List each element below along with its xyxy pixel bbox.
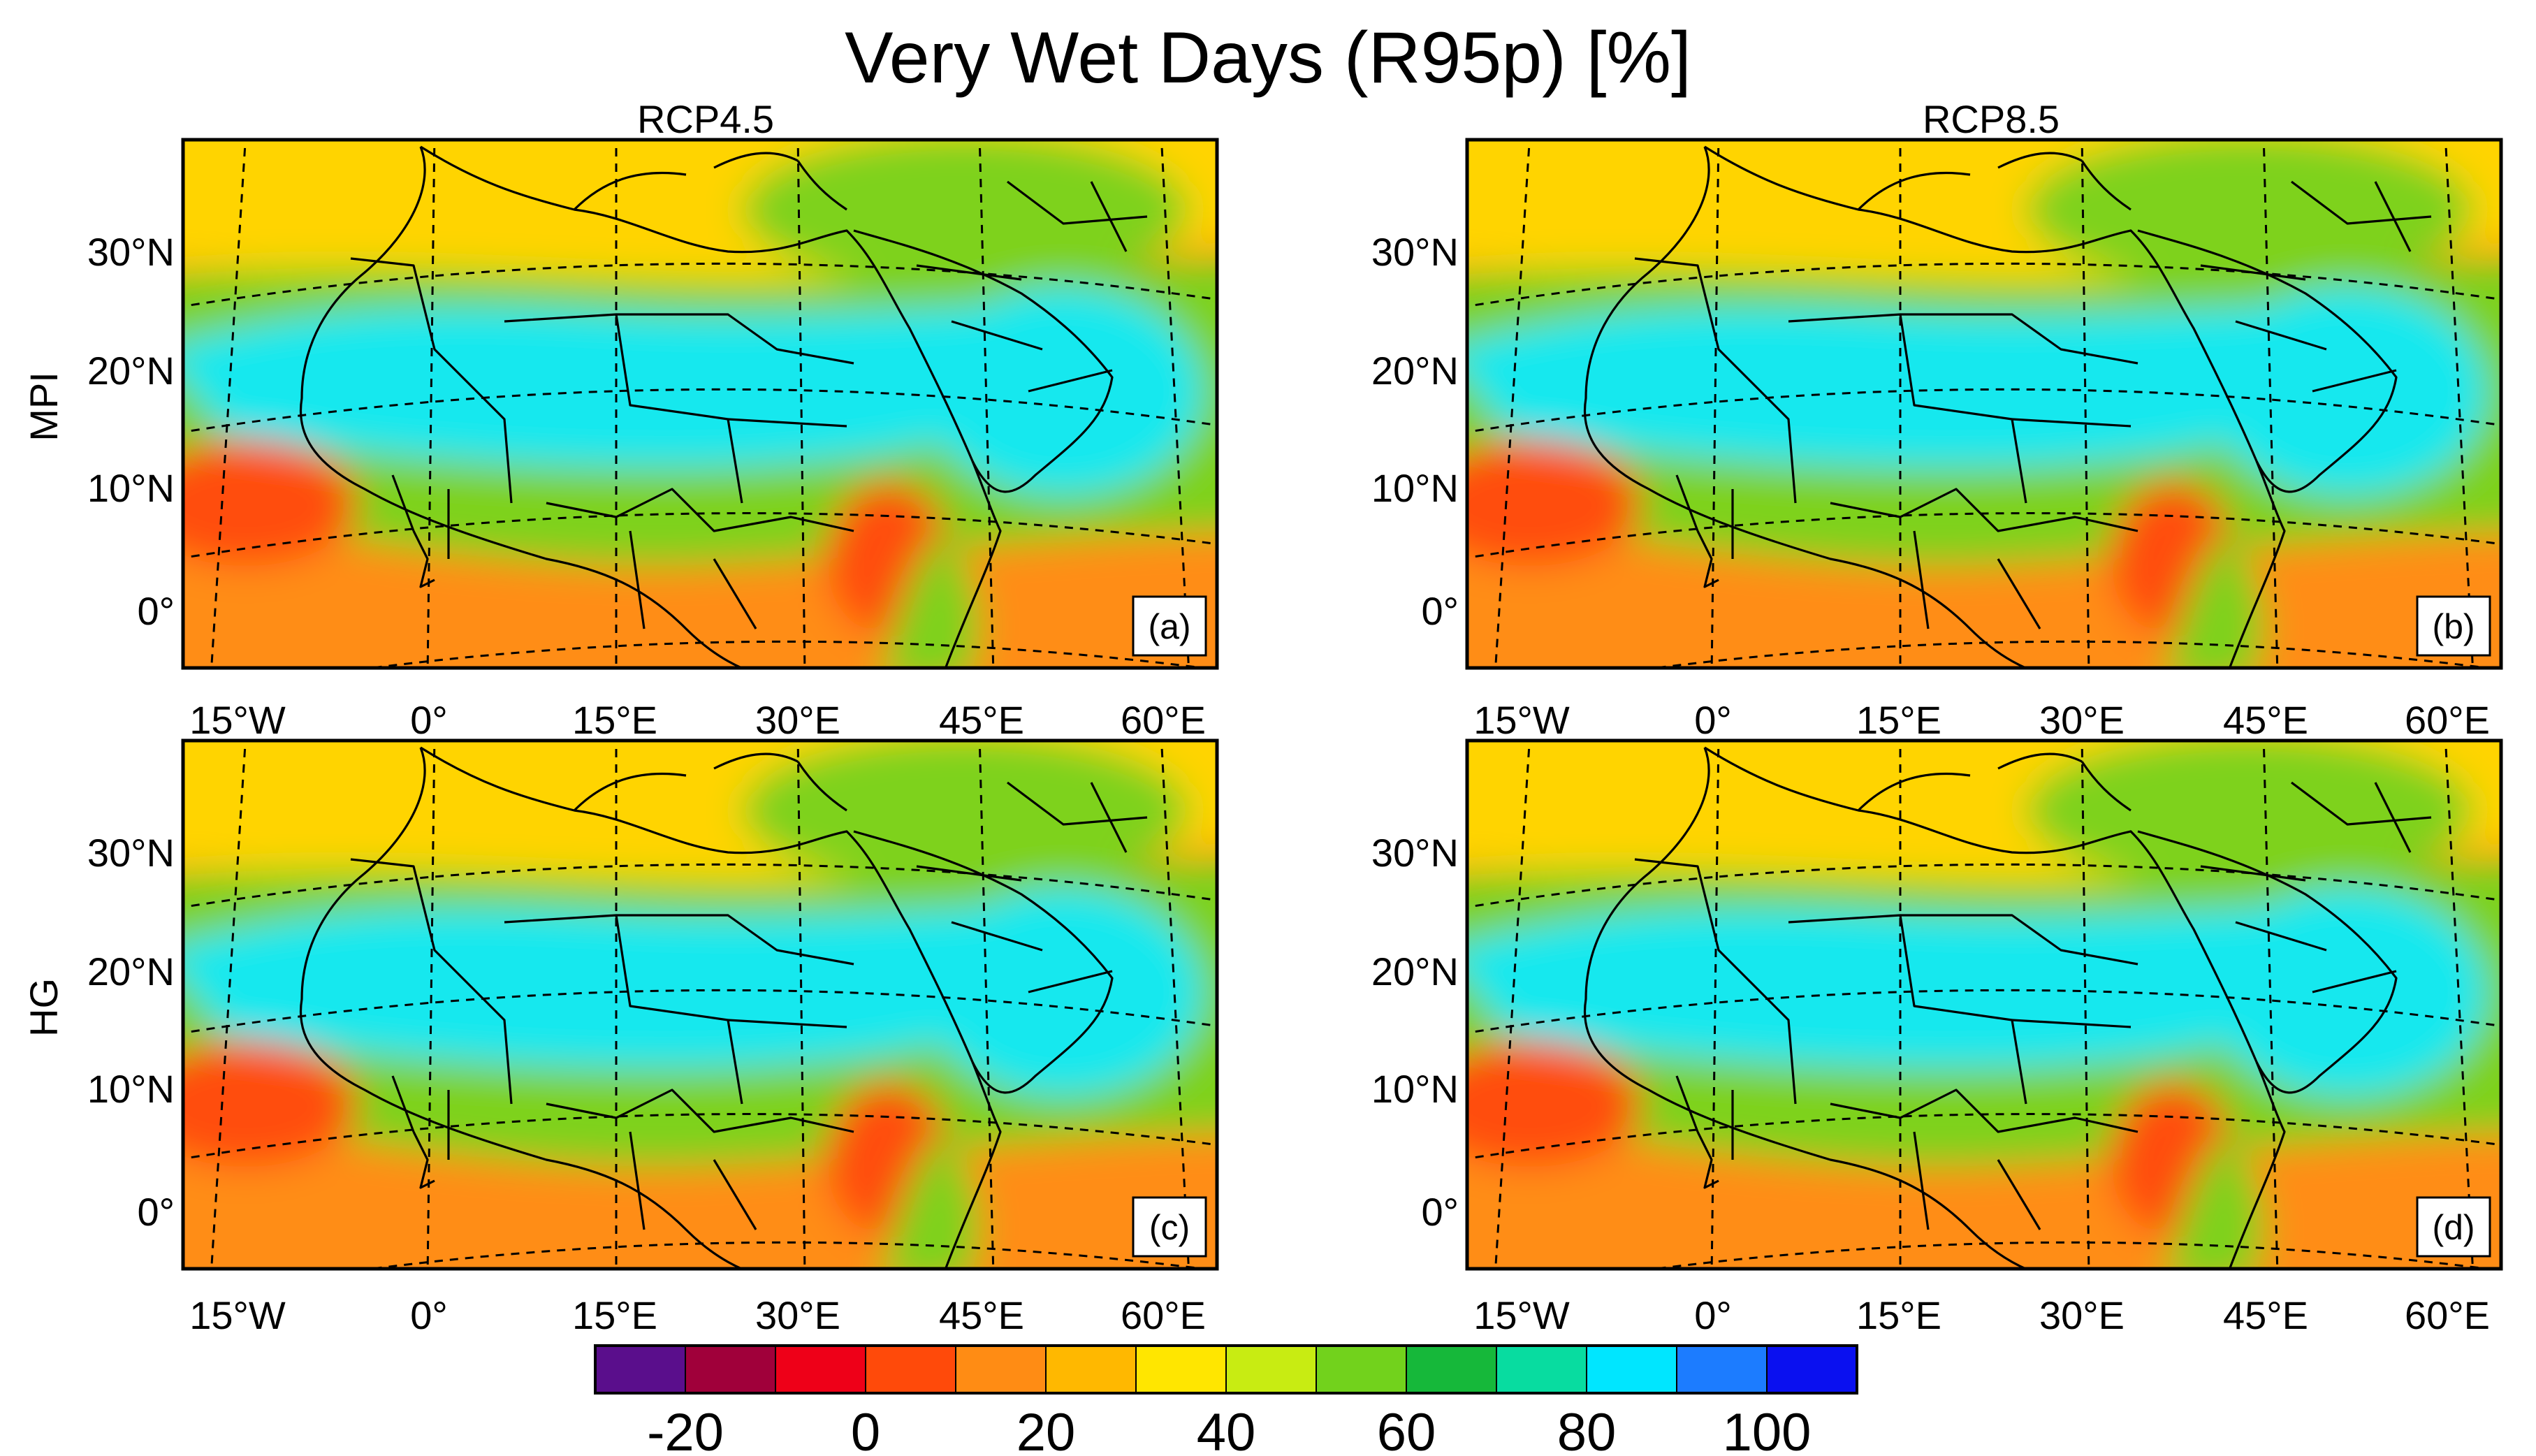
colorbar-swatch xyxy=(1045,1345,1137,1394)
lat-label: 10°N xyxy=(1371,466,1459,510)
lon-label: 45°E xyxy=(2223,1293,2308,1337)
lon-label: 60°E xyxy=(1121,698,1206,742)
map-panel-c: (c) xyxy=(127,685,1273,1334)
lon-label: 15°E xyxy=(1856,1293,1941,1337)
lat-labels-panel-c: 30°N 20°N 10°N 0° xyxy=(87,831,175,1234)
colorbar-swatch xyxy=(1225,1345,1318,1394)
lat-label: 20°N xyxy=(87,349,175,393)
colorbar-swatch xyxy=(1406,1345,1498,1394)
lon-label: 60°E xyxy=(1121,1293,1206,1337)
colorbar-swatch xyxy=(1135,1345,1227,1394)
panel-label-b: (b) xyxy=(2432,607,2475,646)
colorbar-swatch xyxy=(865,1345,957,1394)
lat-label: 30°N xyxy=(1371,831,1459,875)
colorbar-tick-label: 60 xyxy=(1377,1403,1436,1456)
lon-labels-panel-c: 15°W 0° 15°E 30°E 45°E 60°E xyxy=(189,1293,1206,1337)
colorbar-swatch xyxy=(685,1345,777,1394)
lon-label: 15°W xyxy=(1473,698,1570,742)
lat-label: 10°N xyxy=(1371,1067,1459,1111)
lon-label: 15°E xyxy=(572,698,657,742)
lat-labels-panel-b: 30°N 20°N 10°N 0° xyxy=(1371,230,1459,633)
colorbar-tick-label: 0 xyxy=(851,1403,880,1456)
map-panel-d: (d) xyxy=(1411,685,2536,1334)
colorbar-swatch xyxy=(955,1345,1047,1394)
lon-label: 0° xyxy=(1694,698,1732,742)
lat-labels-panel-a: 30°N 20°N 10°N 0° xyxy=(87,230,175,633)
lon-label: 30°E xyxy=(755,1293,840,1337)
colorbar-tick-label: 80 xyxy=(1557,1403,1617,1456)
lon-labels-panel-a: 15°W 0° 15°E 30°E 45°E 60°E xyxy=(189,698,1206,742)
colorbar-swatch xyxy=(1676,1345,1768,1394)
lon-label: 0° xyxy=(1694,1293,1732,1337)
lon-label: 30°E xyxy=(755,698,840,742)
lat-label: 0° xyxy=(1421,589,1459,633)
lat-label: 10°N xyxy=(87,1067,175,1111)
colorbar-swatch xyxy=(1316,1345,1408,1394)
lon-labels-panel-d: 15°W 0° 15°E 30°E 45°E 60°E xyxy=(1473,1293,2490,1337)
lon-label: 30°E xyxy=(2039,698,2125,742)
map-panel-a: (a) xyxy=(127,84,1273,734)
colorbar-swatch xyxy=(1496,1345,1588,1394)
figure-title: Very Wet Days (R95p) [%] xyxy=(845,17,1691,99)
lat-label: 10°N xyxy=(87,466,175,510)
lon-label: 30°E xyxy=(2039,1293,2125,1337)
panel-label-d: (d) xyxy=(2432,1208,2475,1247)
colorbar-swatch xyxy=(775,1345,867,1394)
colorbar-tick-label: 20 xyxy=(1016,1403,1076,1456)
map-panel-b: (b) xyxy=(1411,84,2536,734)
row-label-hg: HG xyxy=(22,978,66,1037)
row-label-mpi: MPI xyxy=(22,372,66,442)
colorbar-swatch xyxy=(1766,1345,1858,1394)
lon-label: 15°W xyxy=(189,698,286,742)
colorbar-swatch xyxy=(595,1345,687,1394)
lon-label: 45°E xyxy=(939,698,1024,742)
lon-label: 0° xyxy=(410,698,448,742)
lat-label: 0° xyxy=(1421,1190,1459,1234)
colorbar-tick-label: -20 xyxy=(647,1403,724,1456)
lat-label: 20°N xyxy=(87,949,175,993)
lat-label: 20°N xyxy=(1371,949,1459,993)
lon-label: 15°E xyxy=(572,1293,657,1337)
lon-label: 15°W xyxy=(189,1293,286,1337)
lat-label: 30°N xyxy=(87,831,175,875)
lat-label: 30°N xyxy=(1371,230,1459,274)
lon-labels-panel-b: 15°W 0° 15°E 30°E 45°E 60°E xyxy=(1473,698,2490,742)
column-title-rcp45: RCP4.5 xyxy=(637,97,774,141)
lat-label: 20°N xyxy=(1371,349,1459,393)
lon-label: 45°E xyxy=(939,1293,1024,1337)
colorbar-tick-label: 100 xyxy=(1723,1403,1812,1456)
lat-label: 30°N xyxy=(87,230,175,274)
colorbar-swatch xyxy=(1586,1345,1678,1394)
column-title-rcp85: RCP8.5 xyxy=(1923,97,2060,141)
lon-label: 15°W xyxy=(1473,1293,1570,1337)
lat-label: 0° xyxy=(137,1190,175,1234)
colorbar: -20 0 20 40 60 80 100 xyxy=(594,1344,1858,1456)
lon-label: 60°E xyxy=(2405,698,2490,742)
lat-labels-panel-d: 30°N 20°N 10°N 0° xyxy=(1371,831,1459,1234)
lon-label: 15°E xyxy=(1856,698,1941,742)
panel-label-c: (c) xyxy=(1149,1208,1190,1247)
lon-label: 0° xyxy=(410,1293,448,1337)
lon-label: 45°E xyxy=(2223,698,2308,742)
colorbar-tick-label: 40 xyxy=(1197,1403,1256,1456)
lon-label: 60°E xyxy=(2405,1293,2490,1337)
panel-label-a: (a) xyxy=(1148,607,1190,646)
lat-label: 0° xyxy=(137,589,175,633)
colorbar-frame xyxy=(594,1344,1858,1395)
